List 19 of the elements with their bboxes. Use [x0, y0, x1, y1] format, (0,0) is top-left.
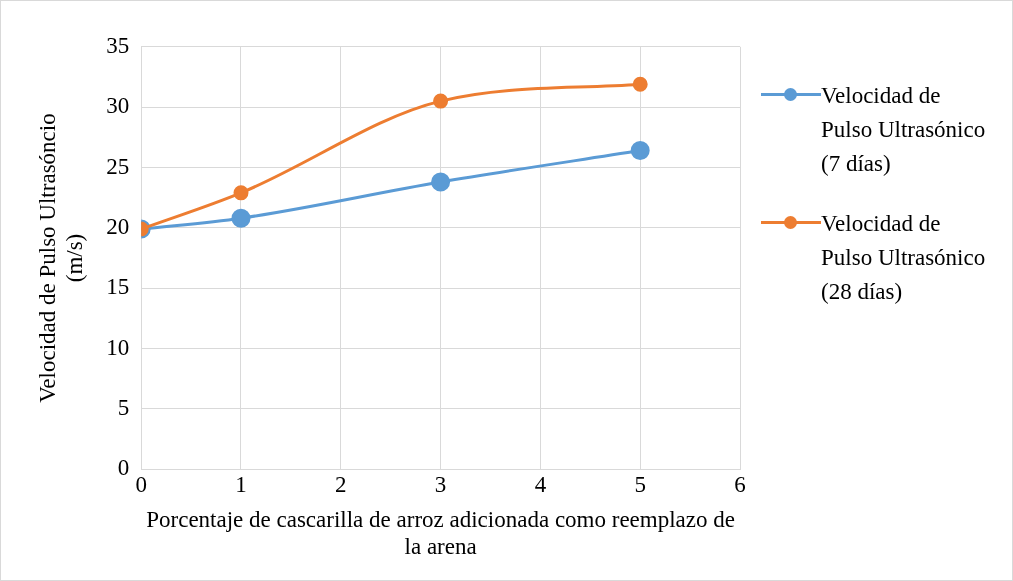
y-tick-label: 5	[117, 394, 130, 420]
x-tick-label: 2	[335, 472, 347, 498]
y-tick-label: 10	[106, 334, 130, 360]
x-tick-label: 0	[135, 472, 147, 498]
y-tick-label: 35	[106, 32, 130, 58]
y-tick-label: 0	[117, 455, 130, 481]
x-tick-label: 1	[235, 472, 247, 498]
x-tick-label: 4	[534, 472, 547, 498]
legend-label: Velocidad de Pulso Ultrasónico (7 días)	[821, 82, 987, 179]
y-tick-label: 15	[106, 274, 130, 300]
legend-label: Velocidad de Pulso Ultrasónico (28 días)	[821, 210, 987, 307]
y-tick-label: 30	[106, 93, 130, 119]
x-tick-label: 5	[634, 472, 646, 498]
x-axis-title: Porcentaje de cascarilla de arroz adicionada como reemplazo de la arena	[146, 506, 735, 560]
y-tick-label: 20	[106, 213, 130, 239]
y-axis-title: Velocidad de Pulso Ultrasóncio (m/s)	[34, 113, 88, 403]
x-tick-label: 3	[434, 472, 447, 498]
x-tick-label: 6	[734, 472, 746, 498]
y-tick-label: 25	[106, 153, 130, 179]
